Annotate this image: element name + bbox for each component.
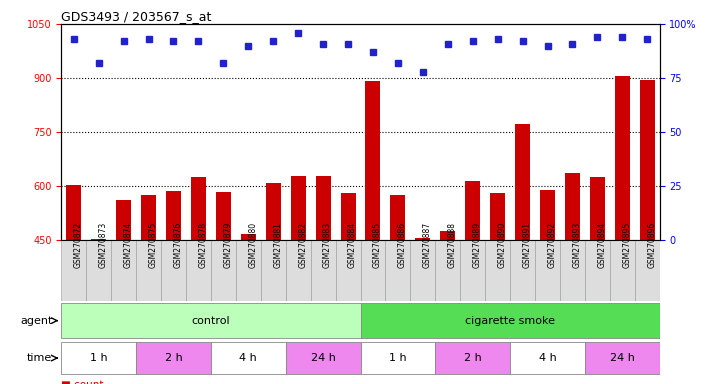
Bar [191, 177, 206, 384]
Text: GSM270884: GSM270884 [348, 222, 357, 268]
Bar [510, 342, 585, 374]
Bar [291, 176, 306, 384]
Text: GSM270892: GSM270892 [547, 222, 557, 268]
Bar [485, 240, 510, 301]
Text: GSM270891: GSM270891 [523, 222, 531, 268]
Text: ■ count: ■ count [61, 380, 104, 384]
Bar [410, 240, 435, 301]
Text: GSM270873: GSM270873 [99, 222, 107, 268]
Text: GSM270890: GSM270890 [497, 222, 507, 268]
Text: GSM270896: GSM270896 [647, 222, 656, 268]
Bar [435, 342, 510, 374]
Bar [241, 234, 256, 384]
Text: 4 h: 4 h [539, 353, 557, 363]
Text: GDS3493 / 203567_s_at: GDS3493 / 203567_s_at [61, 10, 212, 23]
Bar [286, 240, 311, 301]
Bar [386, 240, 410, 301]
Bar [186, 240, 211, 301]
Text: 24 h: 24 h [311, 353, 335, 363]
Bar [585, 240, 610, 301]
Text: GSM270893: GSM270893 [572, 222, 581, 268]
Text: 2 h: 2 h [464, 353, 482, 363]
Bar [211, 240, 236, 301]
Bar [211, 342, 286, 374]
Text: GSM270878: GSM270878 [198, 222, 208, 268]
Bar [610, 240, 634, 301]
Text: GSM270885: GSM270885 [373, 222, 382, 268]
Bar [316, 176, 330, 384]
Bar [634, 240, 660, 301]
Bar [161, 240, 186, 301]
Bar [286, 342, 360, 374]
Bar [490, 193, 505, 384]
Bar [335, 240, 360, 301]
Bar [640, 80, 655, 384]
Bar [166, 192, 181, 384]
Bar [560, 240, 585, 301]
Bar [435, 240, 460, 301]
Text: GSM270881: GSM270881 [273, 222, 282, 268]
Bar [615, 76, 630, 384]
Bar [360, 240, 386, 301]
Bar [366, 81, 381, 384]
Bar [136, 240, 161, 301]
Bar [360, 303, 660, 338]
Text: GSM270879: GSM270879 [224, 222, 232, 268]
Bar [415, 238, 430, 384]
Text: GSM270888: GSM270888 [448, 222, 457, 268]
Bar [66, 185, 81, 384]
Text: GSM270886: GSM270886 [398, 222, 407, 268]
Text: cigarette smoke: cigarette smoke [465, 316, 555, 326]
Bar [266, 183, 280, 384]
Bar [535, 240, 560, 301]
Bar [61, 303, 360, 338]
Bar [515, 124, 530, 384]
Text: agent: agent [20, 316, 53, 326]
Text: GSM270882: GSM270882 [298, 222, 307, 268]
Bar [141, 195, 156, 384]
Bar [510, 240, 535, 301]
Bar [391, 195, 405, 384]
Bar [565, 173, 580, 384]
Text: 24 h: 24 h [610, 353, 634, 363]
Text: GSM270887: GSM270887 [423, 222, 432, 268]
Bar [460, 240, 485, 301]
Bar [136, 342, 211, 374]
Bar [311, 240, 335, 301]
Text: GSM270894: GSM270894 [598, 222, 606, 268]
Text: GSM270874: GSM270874 [123, 222, 133, 268]
Text: GSM270895: GSM270895 [622, 222, 632, 268]
Text: GSM270889: GSM270889 [473, 222, 482, 268]
Text: GSM270880: GSM270880 [248, 222, 257, 268]
Bar [585, 342, 660, 374]
Text: time: time [27, 353, 53, 363]
Text: GSM270875: GSM270875 [149, 222, 158, 268]
Bar [360, 342, 435, 374]
Bar [465, 180, 480, 384]
Text: 1 h: 1 h [389, 353, 407, 363]
Text: 2 h: 2 h [164, 353, 182, 363]
Bar [261, 240, 286, 301]
Bar [87, 240, 111, 301]
Bar [91, 239, 106, 384]
Bar [590, 177, 605, 384]
Bar [540, 190, 555, 384]
Text: GSM270883: GSM270883 [323, 222, 332, 268]
Bar [116, 200, 131, 384]
Text: control: control [192, 316, 230, 326]
Bar [441, 231, 455, 384]
Text: GSM270876: GSM270876 [174, 222, 182, 268]
Bar [61, 342, 136, 374]
Bar [236, 240, 261, 301]
Bar [61, 240, 87, 301]
Bar [340, 193, 355, 384]
Text: GSM270872: GSM270872 [74, 222, 83, 268]
Text: 1 h: 1 h [90, 353, 107, 363]
Text: 4 h: 4 h [239, 353, 257, 363]
Bar [216, 192, 231, 384]
Bar [111, 240, 136, 301]
